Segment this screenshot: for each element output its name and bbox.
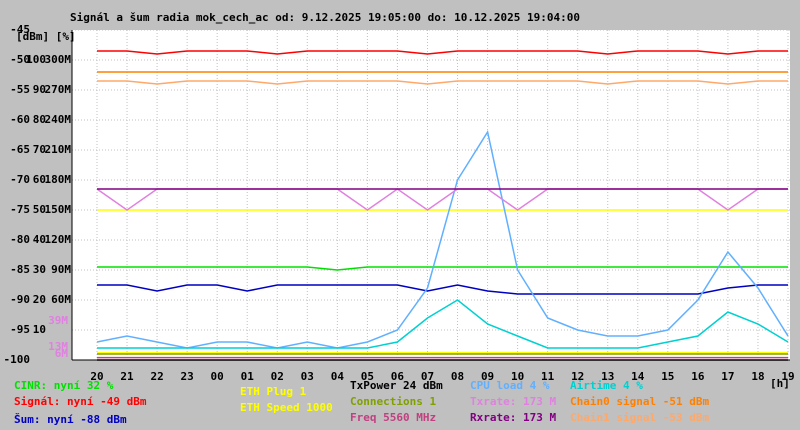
y-tick-label: -100	[4, 353, 31, 366]
legend-entry: Chain0 signal -51 dBm	[570, 395, 709, 408]
legend-entry: CPU load 4 %	[470, 379, 550, 392]
series-line	[97, 80, 788, 85]
series-line	[96, 130, 789, 349]
legend-entry: CINR: nyní 32 %	[14, 379, 114, 392]
x-tick-label: 14	[631, 370, 645, 383]
series-line	[97, 284, 788, 295]
y3-tick-label: 240M	[45, 113, 72, 126]
y3-tick-label: 90M	[51, 263, 71, 276]
rate-mark-label: 39M	[48, 314, 68, 327]
legend-entry: ETH Plug 1	[240, 385, 307, 398]
x-tick-label: 12	[571, 370, 584, 383]
y3-tick-label: 150M	[45, 203, 72, 216]
x-tick-label: 11	[541, 370, 555, 383]
y2-tick-label: 60	[33, 173, 46, 186]
x-tick-label: 18	[751, 370, 764, 383]
y3-tick-label: 60M	[51, 293, 71, 306]
series-line	[97, 299, 789, 349]
x-tick-label: 21	[120, 370, 134, 383]
y3-tick-label: 300M	[45, 53, 72, 66]
legend-entry: Chain1 signal -53 dBm	[570, 411, 709, 424]
y2-tick-label: 100	[26, 53, 46, 66]
legend-entry: Airtime 4 %	[570, 379, 643, 392]
x-tick-label: 09	[481, 370, 494, 383]
x-tick-label: 00	[211, 370, 224, 383]
rate-mark-label: 6M	[55, 347, 69, 360]
y3-tick-label: 270M	[45, 83, 72, 96]
y2-tick-label: 10	[33, 323, 46, 336]
y2-tick-label: 90	[33, 83, 46, 96]
y-tick-label: -50	[10, 53, 30, 66]
legend-entry: ETH Speed 1000	[240, 401, 333, 414]
y3-tick-label: 180M	[45, 173, 72, 186]
y2-tick-label: 70	[33, 143, 46, 156]
legend-entry: TxPower 24 dBm	[350, 379, 443, 392]
y-tick-label: -70	[10, 173, 30, 186]
x-tick-label: 04	[331, 370, 345, 383]
x-unit-label: [h]	[770, 377, 790, 390]
y-tick-label: -55	[10, 83, 30, 96]
y-tick-label: -65	[10, 143, 30, 156]
y-tick-label: -60	[10, 113, 30, 126]
y-tick-label: -75	[10, 203, 30, 216]
x-tick-label: 01	[241, 370, 255, 383]
x-tick-label: 07	[421, 370, 434, 383]
series-line	[97, 266, 788, 271]
y-tick-label: -95	[10, 323, 30, 336]
legend-entry: Txrate: 173 M	[470, 395, 556, 408]
legend-entry: Freq 5560 MHz	[350, 411, 436, 424]
x-tick-label: 06	[391, 370, 405, 383]
legend-entry: Rxrate: 173 M	[470, 411, 556, 424]
y-tick-label: -80	[10, 233, 30, 246]
legend-entry: Signál: nyní -49 dBm	[14, 395, 147, 408]
rate-mark-label: 13M	[48, 340, 68, 353]
x-tick-label: 16	[691, 370, 705, 383]
y-tick-label: -45	[10, 23, 30, 36]
y-tick-label: -85	[10, 263, 30, 276]
x-tick-label: 08	[451, 370, 464, 383]
legend-entry: Connections 1	[350, 395, 436, 408]
plot-area	[72, 30, 790, 360]
y2-tick-label: 30	[33, 263, 46, 276]
series-line	[97, 50, 788, 55]
y3-tick-label: 210M	[45, 143, 72, 156]
y-tick-label: -90	[10, 293, 30, 306]
y2-tick-label: 20	[33, 293, 46, 306]
chart-title: Signál a šum radia mok_cech_ac od: 9.12.…	[70, 11, 580, 24]
legend-entry: Šum: nyní -88 dBm	[14, 413, 127, 426]
x-tick-label: 23	[181, 370, 194, 383]
y2-tick-label: 40	[33, 233, 46, 246]
y2-tick-label: 80	[33, 113, 46, 126]
x-tick-label: 02	[271, 370, 284, 383]
x-tick-label: 03	[301, 370, 314, 383]
x-tick-label: 13	[601, 370, 614, 383]
x-tick-label: 19	[781, 370, 794, 383]
x-tick-label: 10	[511, 370, 524, 383]
x-tick-label: 15	[661, 370, 674, 383]
x-tick-label: 20	[90, 370, 103, 383]
y-unit-label: [dBm] [%]	[16, 30, 76, 43]
y2-tick-label: 50	[33, 203, 46, 216]
x-tick-label: 05	[361, 370, 374, 383]
x-tick-label: 17	[721, 370, 734, 383]
x-tick-label: 22	[150, 370, 163, 383]
y3-tick-label: 120M	[45, 233, 72, 246]
